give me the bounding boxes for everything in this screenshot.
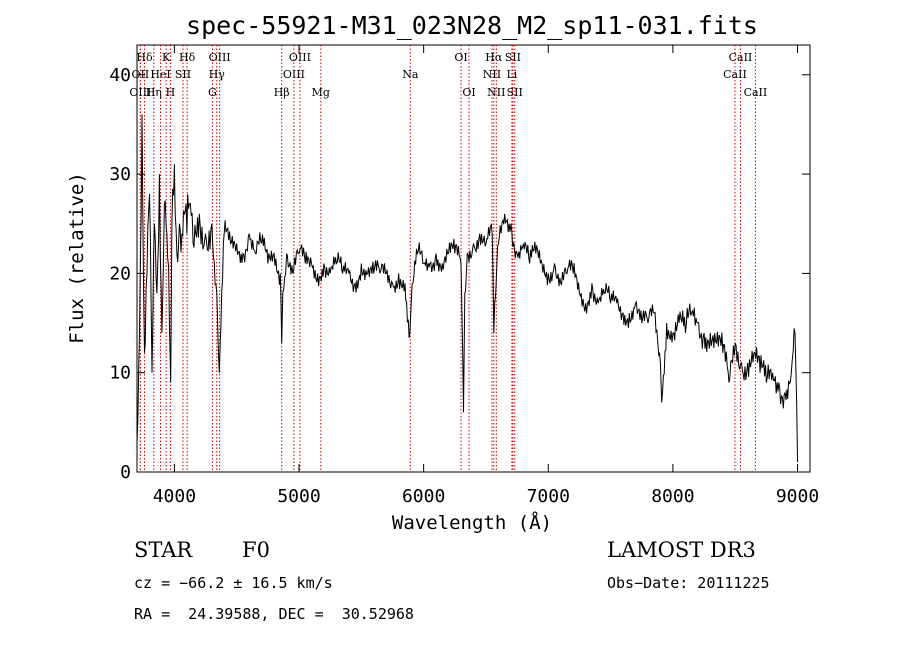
x-tick-label: 6000	[402, 486, 445, 507]
redshift-info: cz = −66.2 ± 16.5 km/s	[134, 574, 333, 592]
x-tick-label: 7000	[527, 486, 570, 507]
survey-name: LAMOST DR3	[607, 538, 756, 562]
x-tick-label: 4000	[153, 486, 196, 507]
line-label: NII	[483, 68, 501, 81]
observation-date: Obs−Date: 20111225	[607, 574, 770, 592]
line-label: H	[166, 86, 176, 99]
y-tick-label: 0	[120, 462, 131, 483]
chart-title: spec-55921-M31_023N28_M2_sp11-031.fits	[186, 11, 758, 40]
y-tick-label: 10	[109, 363, 131, 384]
spectral-line-markers	[139, 45, 756, 472]
line-label: OI	[462, 86, 475, 99]
line-label: Hη	[146, 86, 162, 99]
line-label: OI	[454, 51, 467, 64]
line-label: NII	[487, 86, 505, 99]
line-label: OIII	[209, 51, 231, 64]
x-axis-label: Wavelength (Å)	[392, 511, 552, 534]
y-axis-label: Flux (relative)	[66, 172, 88, 344]
axis-ticks: 4000 5000 6000 7000 8000 9000 0 10 20 30 40	[109, 45, 819, 507]
line-label: OIII	[283, 68, 305, 81]
line-label: Na	[402, 68, 419, 81]
line-label: Mg	[312, 86, 330, 99]
line-label: Hδ	[179, 51, 196, 64]
line-label: Hδ	[136, 51, 153, 64]
y-tick-label: 40	[109, 65, 131, 86]
flux-series-line	[136, 114, 798, 463]
line-label: Hα	[485, 51, 503, 64]
y-tick-label: 30	[109, 164, 131, 185]
line-label: CaII	[729, 51, 753, 64]
coordinates: RA = 24.39588, DEC = 30.52968	[134, 605, 414, 623]
line-label: Li	[506, 68, 517, 81]
line-label: SII	[507, 86, 523, 99]
object-class: STAR	[134, 538, 193, 562]
y-tick-label: 20	[109, 263, 131, 284]
line-label: CaII	[723, 68, 747, 81]
line-label: OIII	[289, 51, 311, 64]
x-tick-label: 5000	[277, 486, 320, 507]
line-label: K	[162, 51, 171, 64]
object-subclass: F0	[242, 538, 270, 562]
line-label: Hγ	[209, 68, 226, 81]
line-label: CaII	[744, 86, 768, 99]
x-tick-label: 8000	[651, 486, 694, 507]
line-label: SII	[175, 68, 191, 81]
line-label: OIII	[129, 86, 151, 99]
line-label: Hβ	[274, 86, 290, 99]
x-tick-label: 9000	[776, 486, 819, 507]
line-label: SII	[505, 51, 521, 64]
line-label: HeI	[150, 68, 170, 81]
line-label: G	[208, 86, 217, 99]
plot-frame	[136, 44, 811, 473]
